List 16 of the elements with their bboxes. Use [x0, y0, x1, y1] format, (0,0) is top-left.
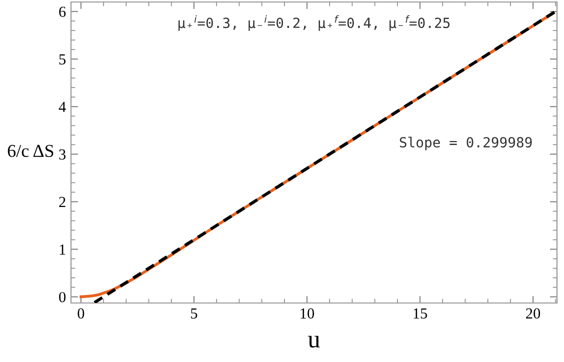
y-tick-label: 2: [59, 196, 66, 208]
x-tick-label: 10: [300, 308, 314, 319]
y-tick-label: 1: [60, 244, 66, 255]
annotation: Slope = 0.299989: [400, 136, 532, 150]
x-tick-label: 15: [414, 308, 428, 319]
y-axis-title: 6/c ΔS: [8, 144, 54, 158]
x-axis-title: u: [308, 336, 320, 348]
x-tick-label: 5: [191, 308, 198, 319]
y-tick-label: 0: [59, 292, 66, 302]
x-tick-label: 20: [526, 308, 540, 319]
y-tick-label: 6: [59, 6, 66, 17]
text: μ₊$^{i}$=0.3, μ₋$^{i}$=0.2, μ₊$^{f}$=0.4, μ₋$^{f}$=0.25: [178, 15, 450, 31]
y-tick-label: 5: [59, 54, 66, 65]
x-tick-label: 0: [78, 308, 84, 319]
y-tick-label: 3: [59, 149, 66, 160]
y-tick-label: 4: [58, 102, 66, 112]
